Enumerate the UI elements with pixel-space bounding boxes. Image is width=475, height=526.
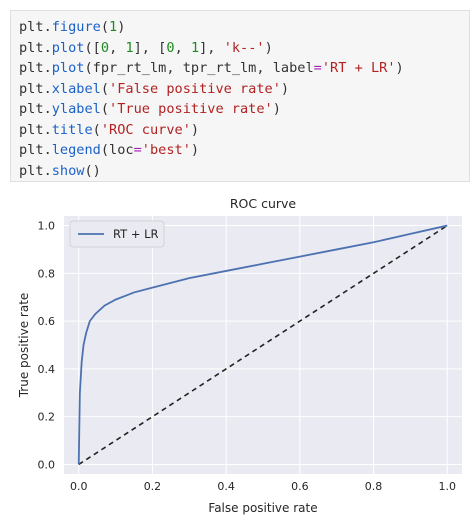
code-token: ( — [100, 19, 110, 35]
y-tick-label: 0.0 — [38, 458, 56, 471]
code-token: = — [313, 60, 322, 76]
code-token: . — [43, 19, 52, 35]
code-token: 0 — [166, 39, 175, 56]
code-line: plt.show() — [19, 161, 461, 182]
code-token: title — [51, 121, 93, 138]
code-token: plt — [19, 121, 44, 138]
code-token: ) — [395, 60, 404, 76]
code-line: plt.legend(loc='best') — [19, 140, 461, 161]
code-token: ], [ — [133, 39, 167, 56]
code-token: plt — [19, 101, 44, 117]
y-tick-label: 1.0 — [38, 220, 56, 233]
code-line: plt.xlabel('False positive rate') — [19, 79, 461, 100]
code-token: 'True positive rate' — [109, 101, 273, 117]
x-tick-label: 0.6 — [291, 480, 309, 493]
code-token: plt — [19, 142, 44, 158]
x-tick-label: 0.4 — [217, 480, 235, 493]
code-token: 1 — [109, 19, 118, 35]
code-line: plt.plot(fpr_rt_lm, tpr_rt_lm, label='RT… — [19, 58, 461, 79]
code-token: . — [43, 162, 52, 179]
y-tick-label: 0.4 — [38, 363, 56, 376]
code-token: ( — [100, 80, 110, 97]
x-tick-label: 0.8 — [365, 480, 383, 493]
code-token: plt — [19, 60, 44, 76]
code-token: 'best' — [141, 142, 191, 158]
code-token: 'False positive rate' — [109, 80, 281, 97]
code-token: = — [133, 142, 142, 158]
code-token: plt — [19, 80, 44, 97]
x-tick-label: 0.2 — [144, 480, 162, 493]
code-token: show — [51, 162, 85, 179]
code-token: ([ — [84, 39, 101, 56]
legend: RT + LR — [69, 220, 165, 248]
legend-box — [69, 220, 165, 248]
code-token: ) — [264, 39, 273, 56]
code-token: . — [43, 80, 52, 97]
code-token: 'k--' — [223, 39, 265, 56]
code-token: label — [272, 60, 314, 76]
code-token: xlabel — [51, 80, 101, 97]
roc-curve-line — [77, 224, 448, 465]
code-cell[interactable]: plt.figure(1) plt.plot([0, 1], [0, 1], 'k… — [10, 10, 470, 182]
code-line: plt.title('ROC curve') — [19, 120, 461, 141]
roc-chart: 0.0 0.2 0.4 0.6 0.8 1.0 0.0 0.2 0.4 0.6 0.8 1.0 RO… — [17, 196, 462, 515]
code-token: , — [109, 39, 126, 56]
code-line: plt.plot([0, 1], [0, 1], 'k--') — [19, 38, 461, 59]
y-tick-label: 0.8 — [38, 267, 56, 280]
code-token: ], — [199, 39, 224, 56]
code-token: ( — [92, 121, 101, 138]
code-token: plot — [51, 60, 85, 76]
code-token: ( — [100, 101, 110, 117]
y-tick-label: 0.2 — [38, 411, 56, 424]
code-token: plt — [19, 162, 44, 179]
legend-label-rt-lr: RT + LR — [113, 227, 159, 241]
code-token: 1 — [125, 39, 134, 56]
code-token: plot — [51, 39, 85, 56]
code-token: . — [43, 101, 52, 117]
series-lines — [77, 224, 448, 466]
code-token: 0 — [100, 39, 110, 56]
code-token: loc — [109, 142, 134, 158]
code-token: 'RT + LR' — [321, 60, 396, 76]
code-token: 1 — [190, 39, 200, 56]
code-token: (fpr_rt_lm, tpr_rt_lm, — [84, 60, 273, 76]
code-token: , — [174, 39, 191, 56]
code-token: () — [84, 162, 101, 179]
code-token: legend — [51, 142, 101, 158]
code-token: plt — [19, 39, 44, 56]
code-token: plt — [19, 19, 44, 35]
diagonal-reference-line — [78, 224, 448, 466]
x-tick-labels: 0.0 0.2 0.4 0.6 0.8 1.0 — [70, 480, 456, 493]
x-tick-label: 0.0 — [70, 480, 88, 493]
code-line: plt.ylabel('True positive rate') — [19, 99, 461, 120]
code-token: . — [43, 142, 52, 158]
y-tick-label: 0.6 — [38, 315, 56, 328]
code-token: . — [43, 39, 52, 56]
code-token: ylabel — [51, 101, 101, 117]
roc-figure: 0.0 0.2 0.4 0.6 0.8 1.0 0.0 0.2 0.4 0.6 0.8 1.0 RO… — [0, 186, 475, 526]
x-axis-label: False positive rate — [208, 501, 317, 515]
code-token: 'ROC curve' — [100, 121, 191, 138]
code-token: figure — [51, 19, 101, 35]
code-token: . — [43, 60, 52, 76]
y-tick-labels: 0.0 0.2 0.4 0.6 0.8 1.0 — [38, 220, 56, 472]
grid-lines — [64, 216, 462, 474]
code-token: . — [43, 121, 52, 138]
code-token: ) — [190, 142, 200, 158]
chart-title: ROC curve — [230, 196, 297, 211]
y-axis-label: True positive rate — [17, 293, 31, 399]
x-tick-label: 1.0 — [439, 480, 457, 493]
code-token: ) — [280, 80, 290, 97]
code-line: plt.figure(1) — [19, 17, 461, 38]
code-token: ) — [117, 19, 126, 35]
code-token: ) — [190, 121, 200, 138]
code-token: ( — [100, 142, 110, 158]
code-token: ) — [272, 101, 281, 117]
